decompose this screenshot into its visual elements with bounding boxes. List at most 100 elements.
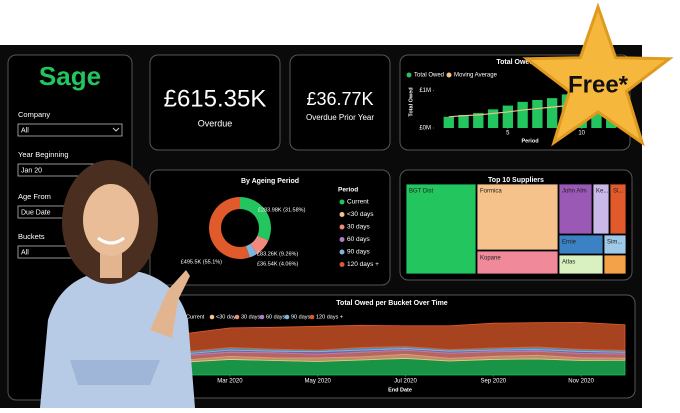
treemap-tile — [476, 183, 559, 251]
filter-label: Age From — [18, 192, 51, 201]
treemap-tile — [609, 183, 627, 235]
bar — [487, 109, 499, 128]
bar — [502, 105, 514, 128]
bar — [517, 101, 528, 128]
legend-marker — [339, 249, 345, 255]
tile-label: Ke... — [596, 189, 609, 195]
charts: Company All Year Beginning Jan 20 Age From Du… — [17, 59, 627, 393]
treemap-tile — [603, 234, 627, 255]
x-tick-label: 10 — [578, 131, 585, 137]
chart-title: Total Owed per Bucket Over Time — [336, 300, 447, 307]
area-series — [185, 358, 626, 376]
hand — [150, 270, 190, 338]
tile-label: Ernie — [562, 240, 577, 246]
chevron — [112, 127, 120, 132]
dropdown-value: All — [21, 127, 29, 134]
bar — [532, 100, 543, 128]
y-tick-label: £1M — [419, 88, 431, 94]
legend-label: Total Owed — [414, 73, 444, 79]
legend-marker — [209, 314, 215, 320]
legend-marker — [446, 72, 452, 78]
donut-segment — [250, 235, 269, 255]
legend-label: Current — [347, 199, 369, 206]
kpi-card — [149, 54, 281, 151]
legend-label: Moving Average — [454, 73, 498, 79]
legend-label: 30 days — [241, 314, 261, 320]
tile-label: Sl... — [613, 189, 624, 195]
tile-label: Atlas — [562, 260, 575, 266]
data-label: £495.5K (55.1%) — [181, 259, 222, 265]
dropdown-value: All — [21, 249, 29, 256]
bar — [546, 98, 558, 128]
legend-marker — [259, 314, 265, 320]
legend-marker — [309, 314, 315, 320]
x-tick-label: Jul 2020 — [394, 379, 417, 385]
x-tick-label: Sep 2020 — [480, 379, 506, 385]
legend-marker — [339, 262, 345, 267]
badge-text: Free* — [568, 71, 629, 98]
donut-segment — [240, 197, 271, 241]
kpi-card — [289, 54, 391, 151]
bar — [443, 116, 454, 128]
treemap-tile — [558, 234, 604, 255]
chart-title: Total Owed — [496, 59, 533, 66]
presenter-photo — [40, 160, 195, 408]
treemap-tile — [405, 183, 477, 275]
treemap-tile — [592, 183, 610, 235]
bar — [473, 113, 484, 128]
legend-marker — [234, 314, 240, 320]
axis-label: End Date — [388, 387, 412, 393]
waist — [70, 360, 160, 385]
legend-label: 90 days — [291, 314, 311, 320]
donut-segment — [209, 197, 250, 259]
legend-label: Current — [186, 314, 205, 320]
treemap-tile — [558, 254, 604, 275]
star-badge — [522, 2, 674, 147]
chart-title: By Ageing Period — [241, 178, 299, 185]
kpi-label: Overdue — [198, 118, 233, 128]
kpi-value: £36.77K — [306, 89, 373, 109]
data-label: £83.26K (9.26%) — [257, 251, 298, 257]
legend-label: <30 days — [347, 211, 374, 218]
data-label: £36.54K (4.06%) — [257, 261, 298, 267]
kpi-label: Overdue Prior Year — [306, 113, 374, 122]
legend-label: 60 days — [347, 236, 371, 243]
smile — [97, 236, 125, 245]
filter-label: Buckets — [18, 232, 45, 241]
treemap-tile — [558, 183, 593, 235]
donut-segment — [245, 243, 257, 258]
face — [83, 184, 139, 256]
legend-label: 30 days — [347, 224, 371, 231]
kpi-value: £615.35K — [164, 85, 267, 112]
tile-label: BGT Dist — [409, 189, 434, 195]
x-tick-label: May 2020 — [305, 379, 332, 385]
x-tick-label: 5 — [506, 131, 510, 137]
legend-marker — [339, 237, 345, 242]
treemap-tile — [603, 254, 627, 275]
legend-title: Period — [338, 187, 358, 194]
y-tick-label: £0M — [419, 126, 431, 132]
legend-label: <30 days — [216, 314, 239, 320]
logo: Sage — [39, 61, 101, 91]
legend-marker — [339, 212, 345, 217]
legend-marker — [339, 224, 345, 230]
dropdown[interactable] — [17, 123, 123, 137]
bar — [458, 114, 469, 128]
filter-label: Year Beginning — [18, 150, 69, 159]
data-label: £283.98K (31.58%) — [258, 207, 306, 213]
treemap-tile — [476, 250, 559, 275]
x-tick-label: Nov 2020 — [568, 379, 594, 385]
chart-title: Top 10 Suppliers — [488, 177, 544, 184]
x-tick-label: Mar 2020 — [217, 379, 243, 385]
axis-label: Total Owed — [408, 87, 414, 116]
tile-label: Sim... — [607, 240, 623, 246]
legend-label: 120 days + — [316, 314, 343, 320]
legend-label: 60 days — [266, 314, 286, 320]
legend-marker — [284, 314, 290, 320]
dropdown-value: Due Date — [21, 209, 51, 216]
legend-marker — [406, 72, 412, 78]
axis-label: Period — [521, 138, 538, 144]
tile-label: Formica — [480, 189, 502, 195]
